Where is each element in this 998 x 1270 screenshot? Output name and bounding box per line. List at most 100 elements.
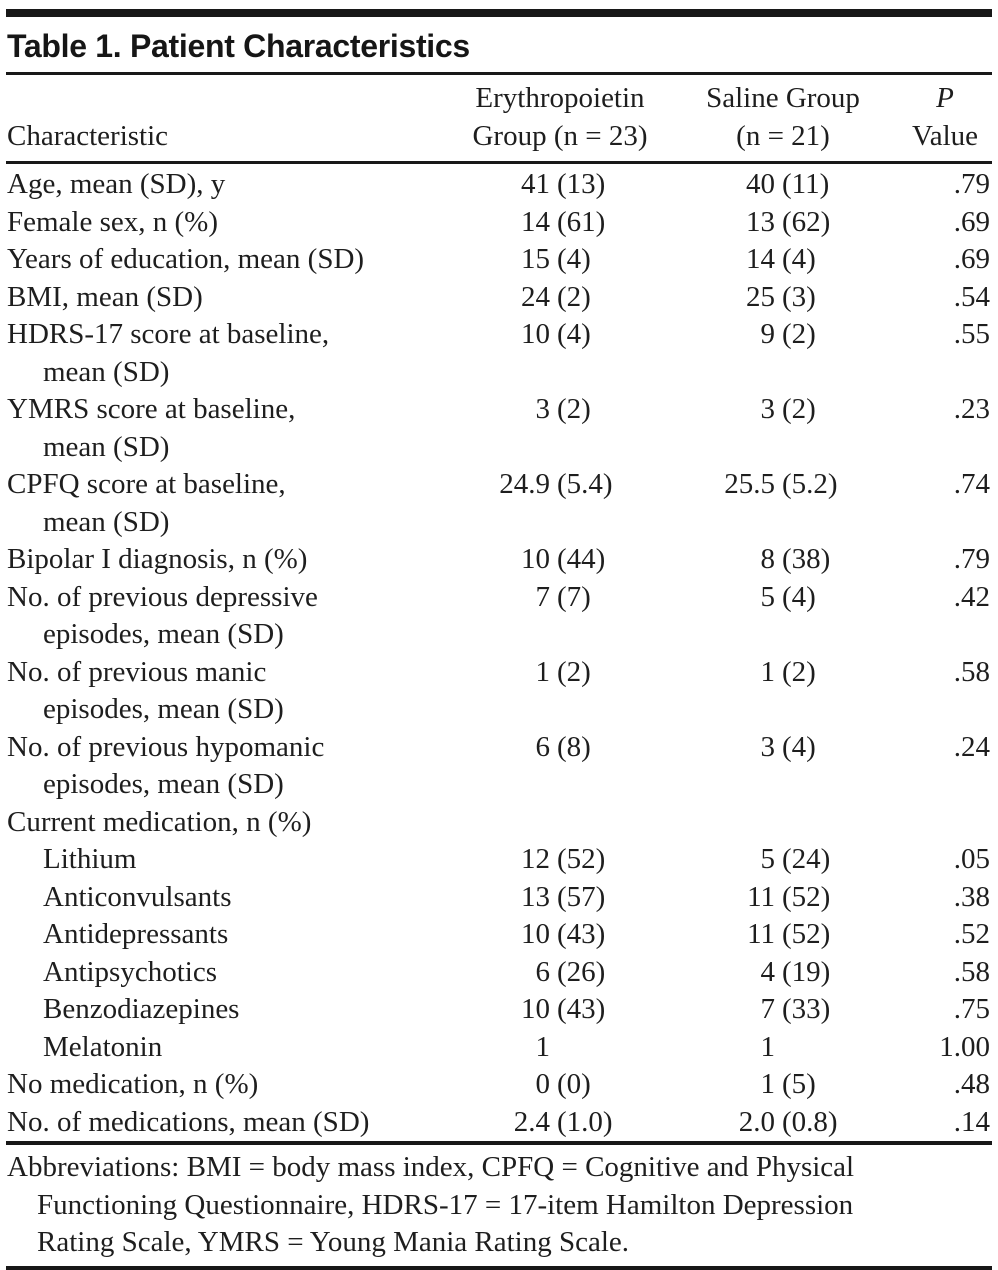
erythropoietin-sd-value: (52) bbox=[557, 843, 606, 875]
erythropoietin-value: 6 bbox=[535, 955, 551, 988]
erythropoietin-sd-value: (2) bbox=[557, 393, 591, 425]
saline-value-cell: 25 (3) bbox=[668, 279, 898, 317]
row-label: Bipolar I diagnosis, n (%) bbox=[7, 543, 308, 575]
footnote-line: Functioning Questionnaire, HDRS-17 = 17-… bbox=[37, 1188, 854, 1221]
p-value-cell: .38 bbox=[953, 880, 990, 913]
row-label: Antidepressants bbox=[43, 918, 229, 950]
erythropoietin-sd-value: (1.0) bbox=[557, 1105, 613, 1138]
saline-value-cell: 7 (33) bbox=[668, 991, 898, 1029]
erythropoietin-value-cell: 10 (44) bbox=[452, 541, 668, 579]
saline-value: 25 bbox=[746, 280, 775, 313]
row-label: HDRS-17 score at baseline, bbox=[7, 318, 330, 350]
row-label-cell: Lithium bbox=[6, 841, 452, 879]
erythropoietin-sd-value: (43) bbox=[557, 918, 606, 950]
saline-value: 8 bbox=[760, 543, 776, 575]
row-label: Benzodiazepines bbox=[43, 993, 240, 1025]
row-label: Years of education, mean (SD) bbox=[7, 243, 365, 275]
erythropoietin-sd-value: (43) bbox=[557, 993, 606, 1025]
p-value-cell: .14 bbox=[953, 1105, 990, 1138]
saline-value-cell: 1 bbox=[668, 1029, 898, 1067]
erythropoietin-value: 2.4 bbox=[513, 1105, 550, 1138]
erythropoietin-sd-value: (61) bbox=[557, 205, 606, 238]
table-row: Benzodiazepines 10 (43) 7 (33) .75 bbox=[6, 991, 992, 1029]
erythropoietin-value-cell: 12 (52) bbox=[452, 841, 668, 879]
erythropoietin-sd-value: (4) bbox=[557, 318, 591, 350]
row-label-continuation: mean (SD) bbox=[43, 505, 170, 538]
saline-sd-value: (3) bbox=[782, 280, 816, 313]
row-label-cell: Benzodiazepines bbox=[6, 991, 452, 1029]
row-label-continuation: episodes, mean (SD) bbox=[43, 768, 284, 800]
saline-value-cell: 25.5 (5.2) bbox=[668, 466, 898, 541]
table-row: Female sex, n (%) 14 (61) 13 (62) .69 bbox=[6, 204, 992, 242]
col-saline-label-line1: Saline Group bbox=[706, 82, 860, 114]
saline-sd-value: (11) bbox=[782, 168, 830, 200]
row-label: Female sex, n (%) bbox=[7, 205, 218, 238]
saline-sd-value: (5.2) bbox=[782, 468, 838, 500]
erythropoietin-sd-value: (2) bbox=[557, 655, 591, 688]
row-label-cell: No. of previous hypomanic episodes, mean… bbox=[6, 729, 452, 804]
table-title: Table 1. Patient Characteristics bbox=[7, 28, 470, 64]
table-row: BMI, mean (SD) 24 (2) 25 (3) .54 bbox=[6, 279, 992, 317]
title-rule bbox=[6, 72, 992, 75]
saline-value: 1 bbox=[760, 1030, 776, 1063]
erythropoietin-value: 14 bbox=[521, 205, 550, 238]
erythropoietin-value: 12 bbox=[521, 843, 550, 875]
saline-value-cell: 8 (38) bbox=[668, 541, 898, 579]
table-row: No medication, n (%) 0 (0) 1 (5) .48 bbox=[6, 1066, 992, 1104]
p-value-cell: .74 bbox=[953, 468, 990, 500]
bottom-rule bbox=[6, 1265, 992, 1270]
saline-value: 11 bbox=[747, 918, 775, 950]
row-label-continuation: episodes, mean (SD) bbox=[43, 618, 284, 650]
col-pvalue-header: P Value bbox=[898, 75, 992, 164]
saline-value-cell: 1 (2) bbox=[668, 654, 898, 729]
row-label-cell: Anticonvulsants bbox=[6, 879, 452, 917]
saline-value: 4 bbox=[760, 955, 776, 988]
saline-value-cell: 4 (19) bbox=[668, 954, 898, 992]
saline-value: 3 bbox=[760, 730, 776, 763]
row-label-cell: No. of previous depressive episodes, mea… bbox=[6, 579, 452, 654]
erythropoietin-value: 10 bbox=[521, 318, 550, 350]
table-row: Current medication, n (%) bbox=[6, 804, 992, 842]
row-label: No medication, n (%) bbox=[7, 1068, 259, 1100]
erythropoietin-value: 10 bbox=[521, 543, 550, 575]
erythropoietin-value: 3 bbox=[535, 393, 551, 425]
erythropoietin-value-cell: 1 (2) bbox=[452, 654, 668, 729]
p-value-cell: .48 bbox=[953, 1068, 990, 1100]
erythropoietin-value-cell: 24 (2) bbox=[452, 279, 668, 317]
saline-value-cell: 5 (24) bbox=[668, 841, 898, 879]
saline-sd-value: (4) bbox=[782, 730, 816, 763]
erythropoietin-value-cell: 24.9 (5.4) bbox=[452, 466, 668, 541]
erythropoietin-value: 7 bbox=[535, 580, 551, 613]
erythropoietin-value-cell: 6 (8) bbox=[452, 729, 668, 804]
row-label-cell: Melatonin bbox=[6, 1029, 452, 1067]
saline-sd-value: (62) bbox=[782, 205, 831, 238]
erythropoietin-sd-value: (8) bbox=[557, 730, 591, 763]
erythropoietin-sd-value: (44) bbox=[557, 543, 606, 575]
patient-characteristics-table: Characteristic Erythropoietin Group (n =… bbox=[6, 75, 992, 1141]
saline-value-cell: 13 (62) bbox=[668, 204, 898, 242]
erythropoietin-value: 15 bbox=[521, 243, 550, 275]
p-value-cell: .23 bbox=[953, 393, 990, 425]
table-row: Lithium 12 (52) 5 (24) .05 bbox=[6, 841, 992, 879]
erythropoietin-value: 0 bbox=[535, 1068, 551, 1100]
saline-value-cell: 2.0 (0.8) bbox=[668, 1104, 898, 1142]
erythropoietin-value: 1 bbox=[535, 1030, 551, 1063]
row-label-cell: YMRS score at baseline, mean (SD) bbox=[6, 391, 452, 466]
row-label-cell: No. of previous manic episodes, mean (SD… bbox=[6, 654, 452, 729]
table-row: Anticonvulsants 13 (57) 11 (52) .38 bbox=[6, 879, 992, 917]
row-label-cell: Years of education, mean (SD) bbox=[6, 241, 452, 279]
saline-value: 1 bbox=[760, 1068, 776, 1100]
saline-sd-value: (5) bbox=[782, 1068, 816, 1100]
row-label-cell: No medication, n (%) bbox=[6, 1066, 452, 1104]
saline-value-cell bbox=[668, 804, 898, 842]
saline-value-cell: 3 (2) bbox=[668, 391, 898, 466]
saline-value-cell: 1 (5) bbox=[668, 1066, 898, 1104]
row-label: Antipsychotics bbox=[43, 955, 217, 988]
p-value-cell: .58 bbox=[953, 655, 990, 688]
table-row: No. of previous depressive episodes, mea… bbox=[6, 579, 992, 654]
row-label-cell: Antidepressants bbox=[6, 916, 452, 954]
row-label-cell: No. of medications, mean (SD) bbox=[6, 1104, 452, 1142]
row-label: No. of previous manic bbox=[7, 655, 267, 688]
row-label: Age, mean (SD), y bbox=[7, 168, 226, 200]
erythropoietin-value-cell: 6 (26) bbox=[452, 954, 668, 992]
